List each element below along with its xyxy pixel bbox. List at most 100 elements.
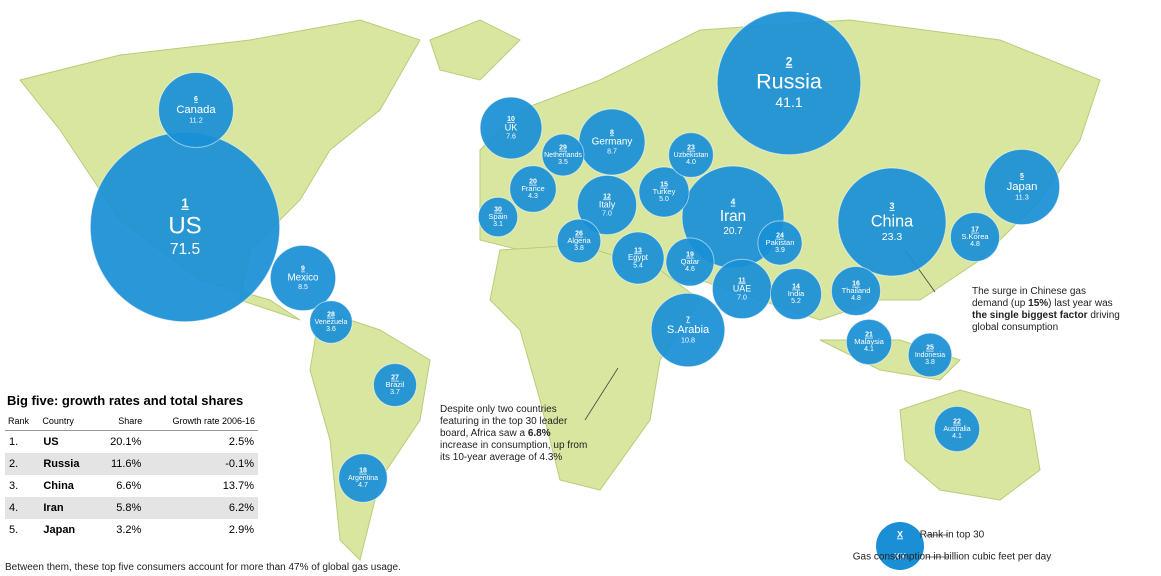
bubble (638, 166, 690, 218)
bubble (769, 267, 823, 321)
table-cell: 4. (5, 497, 40, 519)
bubble (845, 318, 893, 366)
bubble (665, 237, 715, 287)
legend-value: XX (894, 551, 906, 561)
table-cell: Iran (39, 497, 96, 519)
bubble-value: 5.4 (633, 262, 643, 269)
bubble-rank: 8 (610, 129, 614, 136)
footnote: Between them, these top five consumers a… (5, 562, 401, 573)
bubble-country: Uzbekistan (674, 152, 709, 159)
bubble-rank: 15 (660, 182, 668, 189)
bubble-rank: 11 (738, 277, 746, 284)
bubble-rank: 25 (926, 345, 934, 352)
table-cell: US (43, 436, 59, 448)
bubble (837, 167, 947, 277)
bubble-rank: 3 (890, 201, 895, 211)
bubble-country: Iran (720, 208, 746, 225)
table-cell: 20.1% (110, 436, 142, 448)
table-cell: 11.6% (95, 453, 146, 475)
bubble-rank: 21 (865, 332, 873, 339)
legend-rank: X (897, 529, 903, 539)
bubble-country: Turkey (653, 187, 676, 196)
bubble-value: 20.7 (723, 226, 743, 237)
bubble (576, 174, 638, 236)
table-cell: 2.5% (228, 436, 254, 448)
bubble-value: 8.7 (607, 148, 617, 155)
bubble-rank: 12 (603, 193, 611, 200)
bubble-rank: 9 (301, 266, 305, 273)
bubble-country: India (788, 289, 805, 298)
annotation-text: the single biggest factor (972, 310, 1088, 321)
bubble-rank: 6 (194, 96, 198, 103)
bubble-value: 4.1 (952, 433, 962, 440)
bubble-value: 3.8 (574, 245, 584, 252)
bubble (949, 211, 1001, 263)
bubble-rank: 20 (529, 179, 537, 186)
bubble-country: UK (505, 122, 519, 132)
annotation-text: The surge in Chinese gas demand (up (972, 286, 1086, 309)
bubble-value: 23.3 (882, 231, 903, 243)
bubble-country: Algeria (567, 236, 591, 245)
bubble (509, 165, 557, 213)
bubble-country: Pakistan (766, 238, 795, 247)
bubble (372, 362, 418, 408)
annotation-line (584, 367, 619, 421)
bubble-value: 3.7 (390, 389, 400, 396)
bubble-country: UAE (733, 283, 751, 293)
table-panel: Big five: growth rates and total shares … (5, 393, 260, 541)
bubble (716, 10, 862, 156)
bubble-country: US (168, 212, 201, 239)
bubble-country: Egypt (628, 253, 649, 262)
bubble-country: Japan (1007, 181, 1038, 193)
table-cell: 3.2% (116, 524, 142, 536)
bubble-rank: 24 (776, 233, 784, 240)
bubble-country: Thailand (842, 286, 871, 295)
annotation-text: 6.8% (527, 428, 551, 439)
bubble (158, 72, 234, 148)
bubble-country: Brazil (386, 380, 405, 389)
header-cell: Country (39, 412, 96, 431)
table-cell: 5. (9, 524, 19, 536)
table-cell: -0.1% (145, 453, 258, 475)
bubble-country: France (521, 184, 544, 193)
legend-value-text: Gas consumption in billion cubic feet pe… (853, 552, 1051, 563)
bubble-rank: 13 (634, 247, 642, 254)
table-cell: 3. (9, 480, 19, 492)
bubble (338, 453, 388, 503)
bubble-country: Canada (176, 104, 216, 116)
bubble-country: Mexico (288, 273, 320, 284)
table-cell: Russia (39, 453, 96, 475)
bubble-value: 4.8 (970, 241, 980, 248)
bubble-country: S.Korea (961, 232, 989, 241)
header-cell: Share (95, 412, 146, 431)
table-cell: 2.9% (228, 524, 254, 536)
bubble (650, 292, 726, 368)
bubble-country: Netherlands (544, 152, 582, 159)
bubble-value: 3.1 (493, 221, 503, 228)
table-row: 3. China 6.6% 13.7% (5, 475, 258, 497)
bubble (269, 244, 337, 312)
bubble-country: Argentina (348, 475, 378, 482)
annotation-text: increase in consumption, up from its 10-… (440, 440, 588, 463)
header-cell: Growth rate 2006-16 (145, 412, 258, 431)
bubble (933, 405, 981, 453)
bubble-country: Venezuela (315, 319, 348, 326)
bubble-rank: 29 (559, 145, 567, 152)
table-cell: 6.6% (116, 480, 142, 492)
bubble-country: Italy (599, 199, 616, 209)
table-cell: 1. (9, 436, 19, 448)
bubble-country: Russia (756, 70, 822, 94)
bubble-country: Malaysia (854, 337, 884, 346)
bubble-rank: 19 (686, 252, 694, 259)
table-row: 4. Iran 5.8% 6.2% (5, 497, 258, 519)
annotation-text: ) last year was (1048, 298, 1113, 309)
bubble-rank: 5 (1020, 173, 1024, 180)
bubble-value: 41.1 (775, 94, 802, 110)
bubble-value: 71.5 (170, 241, 201, 258)
bubble-rank: 26 (575, 231, 583, 238)
bubble-value: 10.8 (681, 336, 695, 344)
